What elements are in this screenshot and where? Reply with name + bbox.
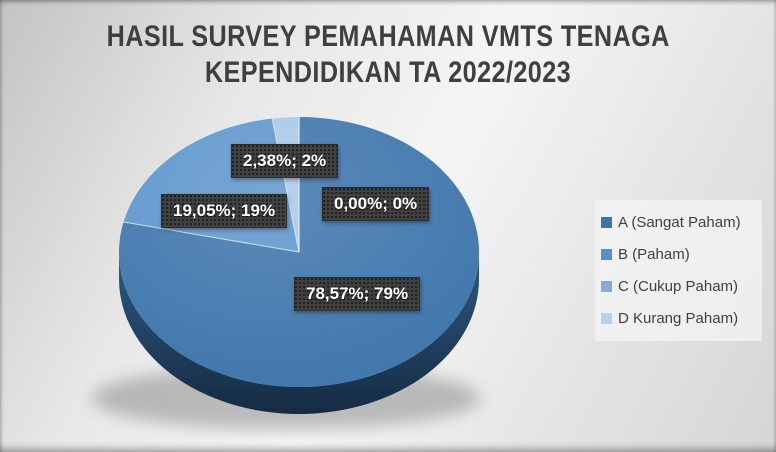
legend-item-c: C (Cukup Paham) xyxy=(601,278,762,295)
legend-swatch-a xyxy=(601,216,612,228)
legend-swatch-c xyxy=(601,281,612,293)
chart-legend: A (Sangat Paham) B (Paham) C (Cukup Paha… xyxy=(595,200,762,341)
data-label-a: 0,00%; 0% xyxy=(322,187,430,221)
legend-item-d: D Kurang Paham) xyxy=(601,310,762,327)
legend-label-b: B (Paham) xyxy=(618,245,690,263)
legend-label-d: D Kurang Paham) xyxy=(618,310,739,328)
chart-title-line2: KEPENDIDIKAN TA 2022/2023 xyxy=(204,56,572,89)
legend-label-c: C (Cukup Paham) xyxy=(618,278,739,296)
legend-swatch-b xyxy=(601,248,612,260)
legend-label-a: A (Sangat Paham) xyxy=(618,213,741,231)
chart-title-line1: HASIL SURVEY PEMAHAMAN VMTS TENAGA xyxy=(106,20,670,53)
data-label-d: 2,38%; 2% xyxy=(231,144,339,178)
legend-item-b: B (Paham) xyxy=(601,246,762,263)
chart-title: HASIL SURVEY PEMAHAMAN VMTS TENAGA KEPEN… xyxy=(0,19,776,91)
legend-item-a: A (Sangat Paham) xyxy=(601,214,762,231)
data-label-b: 78,57%; 79% xyxy=(294,277,421,311)
legend-swatch-d xyxy=(601,313,612,325)
data-label-c: 19,05%; 19% xyxy=(161,194,288,228)
